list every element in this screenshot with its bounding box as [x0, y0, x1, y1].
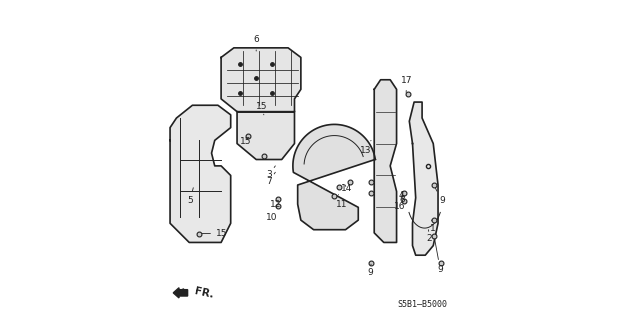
Text: 6: 6: [253, 35, 259, 51]
Polygon shape: [221, 48, 301, 112]
Polygon shape: [293, 124, 375, 230]
Text: FR.: FR.: [194, 286, 215, 300]
Text: 9: 9: [435, 240, 443, 274]
Polygon shape: [410, 102, 438, 255]
Text: 15: 15: [202, 229, 227, 238]
Polygon shape: [237, 112, 294, 160]
Text: 8: 8: [399, 195, 405, 204]
Text: 1: 1: [430, 220, 436, 233]
Text: 5: 5: [187, 188, 193, 205]
Text: 9: 9: [367, 264, 373, 277]
Text: 13: 13: [360, 140, 371, 155]
Text: 17: 17: [401, 76, 413, 93]
Text: 10: 10: [266, 207, 278, 222]
Text: 3: 3: [266, 166, 275, 179]
Text: 7: 7: [266, 172, 275, 186]
Text: 14: 14: [341, 184, 353, 193]
Text: 4: 4: [399, 191, 404, 200]
Text: 15: 15: [240, 137, 252, 146]
Text: 12: 12: [269, 200, 281, 209]
Polygon shape: [374, 80, 397, 242]
FancyArrow shape: [173, 288, 188, 298]
Text: 9: 9: [435, 188, 445, 205]
Text: 16: 16: [394, 198, 405, 211]
Text: 11: 11: [336, 195, 348, 209]
Text: S5B1–B5000: S5B1–B5000: [397, 300, 447, 309]
Text: 2: 2: [427, 230, 432, 243]
Polygon shape: [170, 105, 230, 242]
Text: 15: 15: [255, 102, 267, 115]
